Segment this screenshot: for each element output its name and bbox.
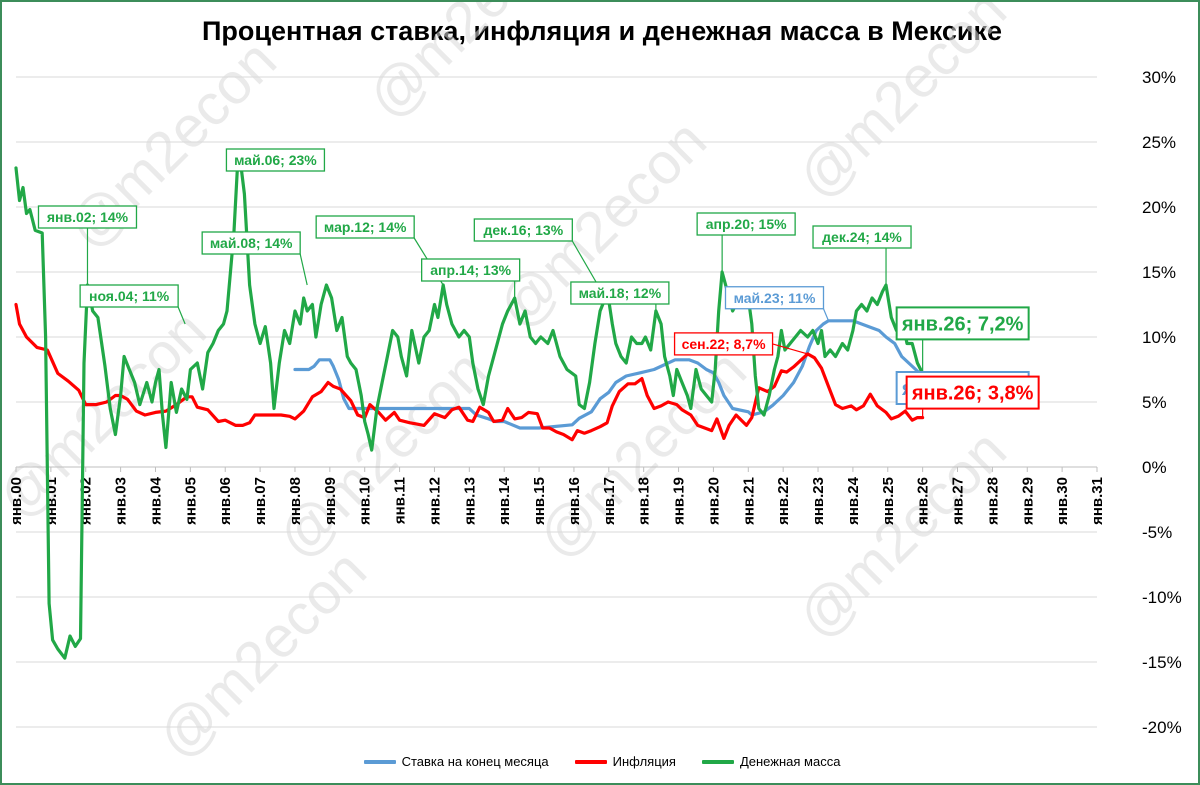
annotation-leader (822, 308, 830, 321)
series-lines (14, 163, 925, 660)
x-tick-label: янв.08 (287, 477, 304, 525)
x-tick-label: янв.00 (8, 477, 25, 525)
watermark-text: @m2econ (265, 338, 499, 572)
legend-label-inflation: Инфляция (612, 754, 676, 769)
annotation-box (201, 231, 301, 255)
x-tick-label: янв.31 (1089, 477, 1106, 525)
y-tick-label: 20% (1142, 198, 1176, 217)
legend-label-rate: Ставка на конец месяца (401, 754, 549, 769)
y-tick-label: 0% (1142, 458, 1167, 477)
x-tick-label: янв.01 (43, 477, 60, 525)
x-tick-label: янв.07 (252, 477, 269, 525)
annotation-label: апр.14; 13% (430, 262, 511, 278)
x-tick-label: янв.17 (601, 477, 618, 525)
annotation-label: апр.20; 15% (706, 216, 787, 232)
x-tick-label: янв.05 (182, 477, 199, 525)
watermark-text: @m2econ (785, 2, 1019, 211)
x-tick-label: янв.13 (461, 477, 478, 525)
x-tick-label: янв.22 (775, 477, 792, 525)
x-tick-label: янв.04 (147, 476, 164, 525)
x-tick-label: янв.06 (217, 477, 234, 525)
x-tick-label: янв.09 (322, 477, 339, 525)
annotation-label: янв.26; 3,8% (911, 383, 1034, 405)
y-tick-label: -15% (1142, 653, 1182, 672)
annotation-label: дек.16; 13% (483, 222, 563, 238)
y-tick-label: 5% (1142, 393, 1167, 412)
chart-title: Процентная ставка, инфляция и денежная м… (201, 16, 1003, 46)
annotation-box (812, 225, 912, 249)
legend: Ставка на конец месяца Инфляция Денежная… (2, 754, 1198, 769)
legend-item-inflation: Инфляция (574, 754, 676, 769)
annotation-box (421, 258, 521, 282)
x-tick-label: янв.24 (845, 476, 862, 525)
watermark-text: @m2econ (145, 538, 379, 772)
x-tick-label: янв.20 (705, 477, 722, 525)
x-tick-label: янв.29 (1019, 477, 1036, 525)
legend-item-money: Денежная масса (701, 754, 841, 769)
annotation-label: дек.24; 14% (822, 229, 902, 245)
x-tick-label: янв.10 (357, 477, 374, 525)
x-tick-label: янв.26 (915, 477, 932, 525)
watermark-text: @m2econ (785, 418, 1019, 652)
annotation-leader (772, 343, 808, 355)
annotation-label: май.23; 11% (734, 290, 816, 306)
watermark-text: @m2econ (355, 2, 589, 131)
x-tick-label: янв.14 (496, 476, 513, 525)
x-tick-label: янв.03 (113, 477, 130, 525)
annotation-box (79, 284, 179, 308)
x-tick-label: янв.25 (880, 477, 897, 525)
x-tick-label: янв.23 (810, 477, 827, 525)
annotation-box (473, 218, 573, 242)
y-tick-label: -20% (1142, 718, 1182, 737)
annotation-label: янв.02; 14% (47, 209, 129, 225)
legend-swatch-money (701, 759, 734, 764)
x-tick-label: янв.28 (984, 477, 1001, 525)
annotation-box (895, 306, 1030, 341)
y-tick-label: 10% (1142, 328, 1176, 347)
annotation-box (315, 215, 415, 239)
annotation-label: сен.22; 8,7% (682, 336, 767, 352)
annotation-box (696, 212, 796, 236)
legend-item-rate: Ставка на конец месяца (363, 754, 549, 769)
y-tick-label: -10% (1142, 588, 1182, 607)
y-tick-label: 15% (1142, 263, 1176, 282)
legend-label-money: Денежная масса (739, 754, 841, 769)
annotation-label: май.08; 14% (210, 235, 293, 251)
legend-swatch-inflation (574, 759, 607, 764)
annotation-label: ноя.04; 11% (89, 288, 170, 304)
x-tick-label: янв.27 (950, 477, 967, 525)
annotation-label: мар.12; 14% (324, 219, 407, 235)
x-tick-label: янв.18 (636, 477, 653, 525)
x-tick-label: янв.11 (392, 477, 409, 524)
y-tick-label: 25% (1142, 133, 1176, 152)
x-tick-label: янв.19 (671, 477, 688, 525)
x-tick-label: янв.21 (740, 477, 757, 525)
annotation-box (570, 281, 670, 305)
annotation-leader (299, 253, 308, 286)
annotation-label: янв.26; 7,2% (901, 313, 1024, 335)
annotation-box (724, 286, 825, 310)
legend-swatch-rate (363, 759, 396, 764)
x-tick-label: янв.16 (566, 477, 583, 525)
y-tick-label: 30% (1142, 68, 1176, 87)
x-tick-label: янв.02 (78, 477, 95, 525)
annotation-label: май.06; 23% (234, 152, 317, 168)
x-tick-label: янв.12 (426, 477, 443, 525)
annotation-label: май.18; 12% (579, 285, 662, 301)
annotation-leader (177, 306, 186, 325)
gridlines (16, 76, 1097, 728)
annotation-box (673, 332, 774, 356)
y-tick-label: -5% (1142, 523, 1172, 542)
annotation-box (905, 375, 1040, 410)
y-axis-ticks: 30% 25% 20% 15% 10% 5% 0% -5% -10% -15% -20% (1142, 68, 1182, 737)
annotation-box (37, 205, 138, 229)
x-tick-label: янв.30 (1054, 477, 1071, 525)
x-tick-label: янв.15 (531, 477, 548, 525)
annotations: янв.02; 14% ноя.04; 11% май.06; 23% май.08;… (37, 148, 1040, 418)
money-supply-series-line (14, 163, 925, 660)
x-axis-ticks: янв.00 янв.01 янв.02 янв.03 янв.04 янв.05 янв.… (8, 467, 1106, 525)
annotation-box (225, 148, 326, 172)
